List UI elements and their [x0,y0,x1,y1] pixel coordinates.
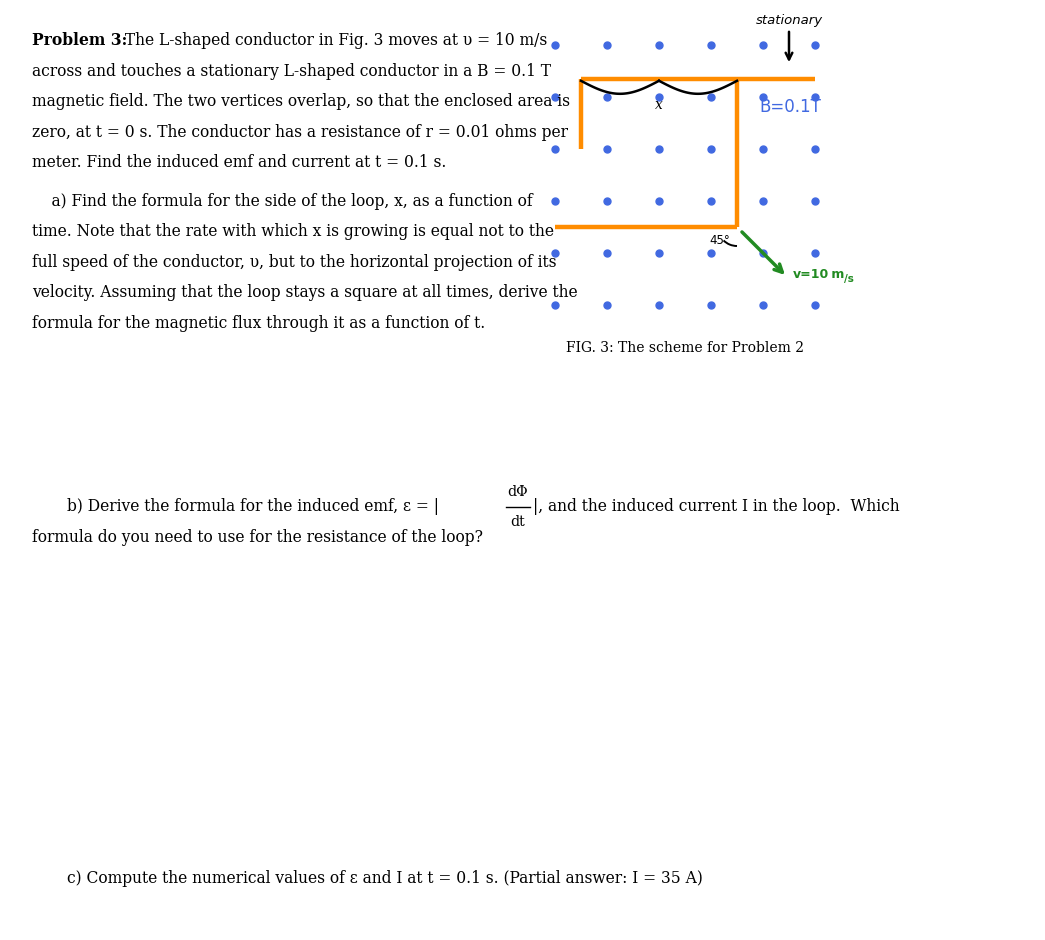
Text: B=0.1T: B=0.1T [759,99,821,117]
Text: formula do you need to use for the resistance of the loop?: formula do you need to use for the resis… [32,528,483,545]
Text: meter. Find the induced emf and current at t = 0.1 s.: meter. Find the induced emf and current … [32,154,446,171]
Text: |, and the induced current I in the loop.  Which: |, and the induced current I in the loop… [533,498,900,515]
Text: full speed of the conductor, υ, but to the horizontal projection of its: full speed of the conductor, υ, but to t… [32,254,557,271]
Text: x: x [655,98,663,112]
Text: velocity. Assuming that the loop stays a square at all times, derive the: velocity. Assuming that the loop stays a… [32,284,578,301]
Text: across and touches a stationary L-shaped conductor in a B = 0.1 T: across and touches a stationary L-shaped… [32,62,551,80]
Text: b) Derive the formula for the induced emf, ε = |: b) Derive the formula for the induced em… [67,498,439,515]
Text: m: m [827,268,844,280]
Text: 45°: 45° [709,234,729,247]
Text: stationary: stationary [756,14,822,27]
Text: /s: /s [844,274,854,284]
Text: magnetic field. The two vertices overlap, so that the enclosed area is: magnetic field. The two vertices overlap… [32,93,570,110]
Text: a) Find the formula for the side of the loop, x, as a function of: a) Find the formula for the side of the … [32,193,533,210]
Text: formula for the magnetic flux through it as a function of t.: formula for the magnetic flux through it… [32,315,485,332]
Text: zero, at t = 0 s. The conductor has a resistance of r = 0.01 ohms per: zero, at t = 0 s. The conductor has a re… [32,123,568,140]
Text: c) Compute the numerical values of ε and I at t = 0.1 s. (Partial answer: I = 35: c) Compute the numerical values of ε and… [67,870,703,887]
Text: v=10: v=10 [793,268,830,280]
Text: The L-shaped conductor in Fig. 3 moves at υ = 10 m/s: The L-shaped conductor in Fig. 3 moves a… [120,32,548,49]
Text: dΦ: dΦ [508,485,529,499]
Text: time. Note that the rate with which x is growing is equal not to the: time. Note that the rate with which x is… [32,223,554,240]
Text: dt: dt [511,515,526,529]
Text: Problem 3:: Problem 3: [32,32,127,49]
Text: FIG. 3: The scheme for Problem 2: FIG. 3: The scheme for Problem 2 [566,341,804,355]
